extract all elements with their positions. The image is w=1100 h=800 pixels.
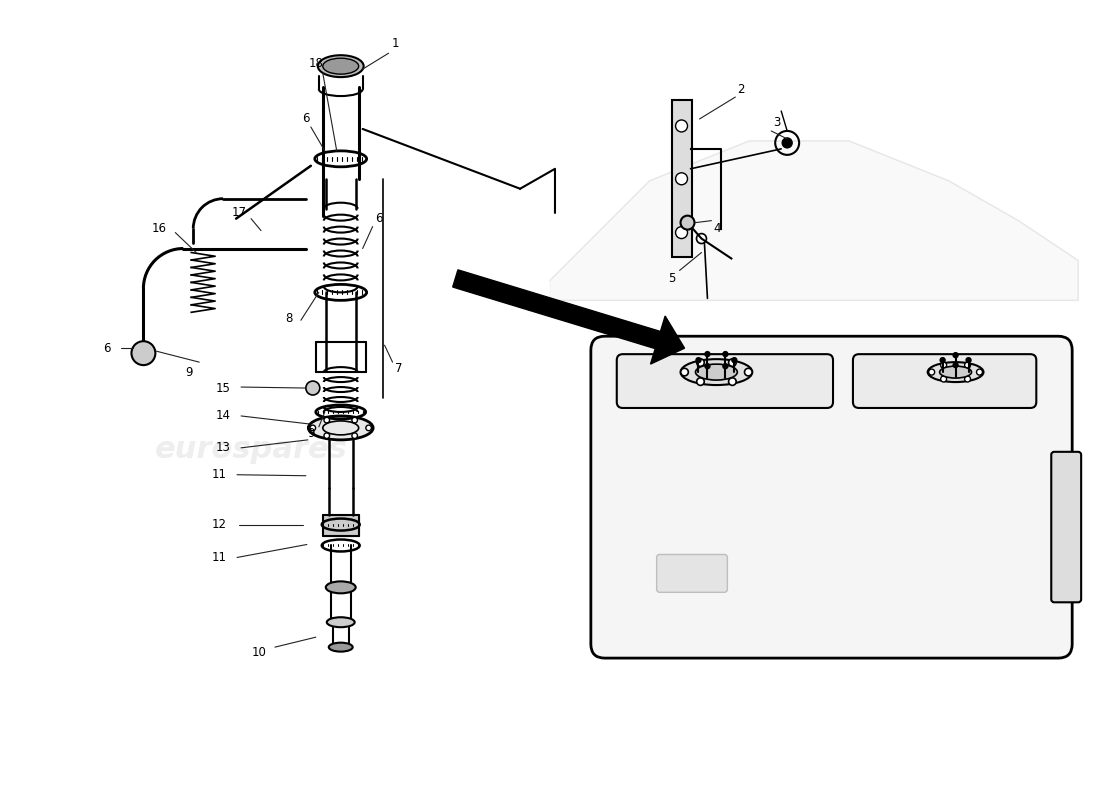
Ellipse shape (695, 364, 737, 380)
Text: 13: 13 (216, 442, 231, 454)
Ellipse shape (927, 362, 983, 382)
Circle shape (723, 364, 728, 369)
Circle shape (352, 433, 358, 438)
Circle shape (696, 378, 704, 386)
Polygon shape (453, 270, 684, 364)
Circle shape (732, 358, 737, 362)
Text: 14: 14 (216, 410, 231, 422)
Circle shape (352, 418, 358, 423)
Ellipse shape (939, 366, 971, 378)
Text: 9: 9 (307, 427, 315, 440)
Circle shape (940, 376, 947, 382)
Polygon shape (322, 514, 359, 535)
Text: 11: 11 (211, 551, 227, 564)
Polygon shape (550, 141, 1078, 300)
FancyBboxPatch shape (1052, 452, 1081, 602)
Circle shape (675, 226, 688, 238)
Circle shape (723, 352, 728, 357)
Text: 10: 10 (252, 646, 266, 658)
Ellipse shape (681, 359, 752, 385)
Circle shape (940, 358, 945, 362)
Circle shape (696, 359, 704, 366)
Circle shape (728, 378, 736, 386)
Circle shape (745, 368, 752, 376)
Text: eurospares: eurospares (155, 435, 348, 464)
FancyBboxPatch shape (591, 336, 1072, 658)
FancyBboxPatch shape (657, 554, 727, 592)
Circle shape (675, 173, 688, 185)
Text: 6: 6 (102, 342, 110, 354)
Circle shape (681, 368, 689, 376)
Circle shape (977, 369, 982, 375)
Circle shape (928, 369, 935, 375)
Text: 11: 11 (211, 468, 227, 482)
Text: 3: 3 (773, 117, 781, 130)
Circle shape (966, 358, 971, 362)
Circle shape (965, 362, 970, 368)
Ellipse shape (322, 58, 359, 74)
Circle shape (310, 425, 316, 430)
Text: 12: 12 (211, 518, 227, 531)
Circle shape (366, 425, 372, 430)
Text: 1: 1 (392, 37, 399, 50)
Text: 5: 5 (668, 272, 675, 285)
Text: 16: 16 (152, 222, 167, 235)
Text: 2: 2 (738, 82, 745, 95)
Text: 8: 8 (285, 312, 293, 325)
Ellipse shape (327, 618, 354, 627)
Circle shape (324, 418, 330, 423)
Circle shape (696, 358, 701, 362)
Text: 6: 6 (375, 212, 383, 225)
FancyBboxPatch shape (672, 100, 692, 257)
Text: 7: 7 (395, 362, 403, 374)
Circle shape (681, 216, 694, 230)
Circle shape (132, 342, 155, 365)
Circle shape (705, 364, 710, 369)
Circle shape (953, 362, 958, 368)
Circle shape (782, 138, 792, 148)
Ellipse shape (308, 416, 373, 440)
Circle shape (965, 376, 970, 382)
Text: 17: 17 (232, 206, 246, 219)
Text: 18: 18 (308, 57, 323, 70)
Circle shape (306, 381, 320, 395)
Polygon shape (316, 342, 365, 372)
FancyBboxPatch shape (617, 354, 833, 408)
Circle shape (705, 352, 710, 357)
Circle shape (324, 433, 330, 438)
Ellipse shape (326, 582, 355, 594)
Ellipse shape (318, 55, 364, 77)
Text: 15: 15 (216, 382, 231, 394)
Text: eurospares: eurospares (603, 435, 796, 464)
Text: 4: 4 (714, 222, 722, 235)
Circle shape (940, 362, 947, 368)
Circle shape (675, 120, 688, 132)
Text: 6: 6 (302, 113, 309, 126)
Ellipse shape (329, 642, 353, 652)
FancyBboxPatch shape (852, 354, 1036, 408)
Circle shape (953, 353, 958, 358)
Circle shape (728, 359, 736, 366)
Text: 9: 9 (186, 366, 192, 378)
